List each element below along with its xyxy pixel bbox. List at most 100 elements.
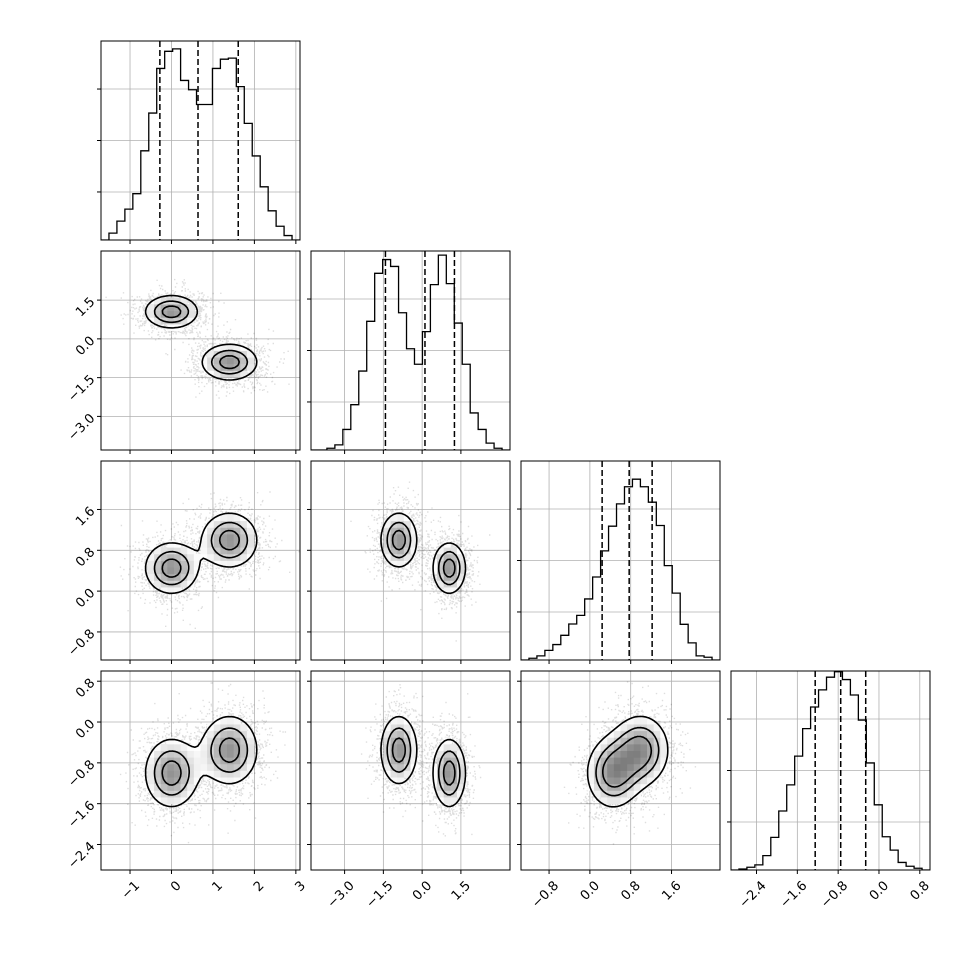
x-tick-label: 2: [251, 878, 267, 894]
density-cell: [213, 514, 221, 522]
x-tick-label: −3.0: [325, 878, 358, 911]
density-cell: [187, 757, 195, 765]
density-cell: [154, 317, 162, 325]
density-cell: [390, 514, 398, 522]
density-cell: [213, 553, 221, 561]
density-cell: [147, 783, 155, 791]
density-cell: [593, 750, 601, 758]
density-cell: [383, 770, 391, 778]
density-cell: [213, 724, 221, 732]
density-cell: [220, 750, 228, 758]
density-cell: [633, 763, 641, 771]
density-cell: [240, 750, 248, 758]
density-cell: [233, 553, 241, 561]
scatter-panel-3-2: [517, 670, 721, 874]
density-cell: [160, 567, 168, 575]
density-cell: [233, 547, 241, 555]
density-cell: [647, 717, 655, 725]
density-cell: [456, 573, 464, 581]
density-cell: [233, 363, 241, 371]
density-cell: [233, 730, 241, 738]
density-cell: [246, 533, 254, 541]
density-cell: [640, 763, 648, 771]
density-cell: [233, 370, 241, 378]
density-cell: [620, 724, 628, 732]
density-cell: [607, 783, 615, 791]
density-cell: [437, 763, 445, 771]
density-layer: [105, 278, 290, 399]
density-cell: [660, 757, 668, 765]
density-cell: [383, 724, 391, 732]
density-cell: [154, 783, 162, 791]
density-cell: [160, 547, 168, 555]
density-cell: [390, 763, 398, 771]
axes-frame: [100, 670, 301, 871]
density-cell: [397, 770, 405, 778]
contour-line: [380, 512, 467, 595]
density-cell: [397, 730, 405, 738]
scatter-panel-3-1: [307, 670, 511, 874]
density-cell: [410, 533, 418, 541]
density-cell: [246, 730, 254, 738]
density-cell: [173, 743, 181, 751]
density-cell: [180, 580, 188, 588]
histogram-panel-3: [727, 670, 931, 874]
density-cell: [456, 750, 464, 758]
density-cell: [390, 730, 398, 738]
density-cell: [233, 724, 241, 732]
density-cell: [240, 357, 248, 365]
axes-frame: [520, 670, 721, 871]
contour-line: [595, 726, 660, 797]
density-cell: [607, 730, 615, 738]
density-cell: [220, 343, 228, 351]
density-cell: [383, 527, 391, 535]
density-cell: [390, 750, 398, 758]
density-cell: [627, 724, 635, 732]
density-cell: [443, 763, 451, 771]
density-cell: [627, 757, 635, 765]
density-cell: [627, 743, 635, 751]
density-cell: [390, 547, 398, 555]
density-layer: [350, 481, 491, 642]
density-cell: [207, 520, 215, 528]
contour-line: [144, 294, 258, 381]
density-cell: [600, 737, 608, 745]
density-cell: [397, 763, 405, 771]
density-cell: [227, 777, 235, 785]
density-cell: [227, 533, 235, 541]
density-cell: [154, 790, 162, 798]
density-cell: [607, 777, 615, 785]
contour-line: [153, 727, 249, 796]
density-cell: [227, 737, 235, 745]
density-cell: [620, 743, 628, 751]
density-cell: [443, 777, 451, 785]
y-tick-label: −0.8: [65, 758, 98, 791]
density-cell: [207, 730, 215, 738]
y-tick-label: −1.6: [65, 798, 98, 831]
density-cell: [187, 763, 195, 771]
density-cell: [193, 770, 201, 778]
density-cell: [397, 717, 405, 725]
density-cell: [167, 553, 175, 561]
density-cell: [213, 743, 221, 751]
density-cell: [640, 777, 648, 785]
density-cell: [167, 750, 175, 758]
density-cell: [403, 737, 411, 745]
density-cell: [227, 770, 235, 778]
x-tick-label: −1: [119, 878, 143, 902]
density-cell: [647, 757, 655, 765]
density-cell: [227, 363, 235, 371]
density-cell: [390, 560, 398, 568]
density-cell: [443, 750, 451, 758]
density-cell: [620, 770, 628, 778]
density-cell: [390, 770, 398, 778]
density-cell: [437, 777, 445, 785]
contour-line: [380, 715, 467, 808]
density-cell: [220, 777, 228, 785]
density-cell: [613, 730, 621, 738]
density-cell: [160, 763, 168, 771]
density-cell: [456, 777, 464, 785]
density-cell: [246, 750, 254, 758]
density-cell: [437, 790, 445, 798]
density-cell: [173, 553, 181, 561]
